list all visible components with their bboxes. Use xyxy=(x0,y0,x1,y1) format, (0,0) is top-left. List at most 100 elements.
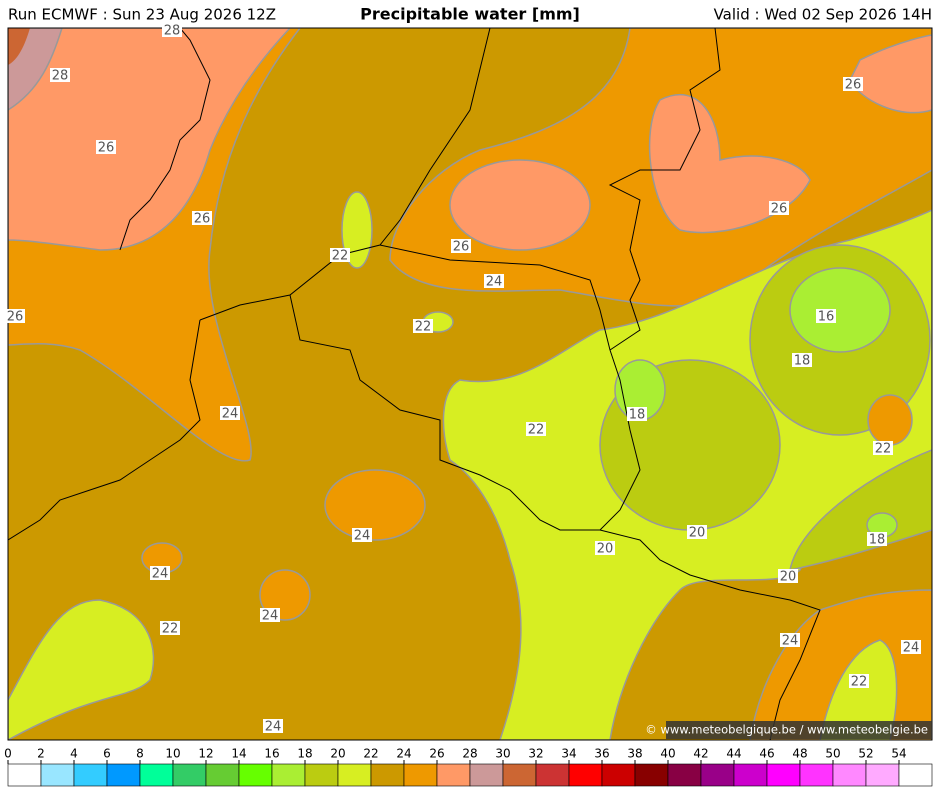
coastline xyxy=(119,28,211,251)
contour-label: 28 xyxy=(164,24,181,39)
colorbar-segment xyxy=(7,763,42,787)
colorbar-tick-label: 20 xyxy=(330,747,345,761)
colorbar-segment xyxy=(832,763,867,787)
colorbar-segment xyxy=(172,763,207,787)
contour-label-bg xyxy=(50,68,70,82)
coastline xyxy=(8,319,201,541)
contour-label-bg xyxy=(792,353,812,367)
contour-label: 24 xyxy=(222,407,239,422)
contour-label: 24 xyxy=(486,275,503,290)
contour-label: 22 xyxy=(875,442,892,457)
contour-label: 18 xyxy=(794,354,811,369)
contour-label: 22 xyxy=(415,320,432,335)
contour-label: 22 xyxy=(332,249,349,264)
colorbar-segment xyxy=(568,763,603,787)
colorbar-segment xyxy=(799,763,834,787)
colorbar-tick-label: 44 xyxy=(726,747,741,761)
country-border xyxy=(289,244,641,531)
colorbar-segment xyxy=(40,763,75,787)
contour-label-bg xyxy=(192,211,212,225)
contour-label-bg xyxy=(150,566,170,580)
contour-label: 20 xyxy=(689,526,706,541)
contour-label-bg xyxy=(5,309,25,323)
contour-label: 26 xyxy=(771,202,788,217)
colorbar-segment xyxy=(865,763,900,787)
contour-label-bg xyxy=(901,640,921,654)
colorbar: 0 2 4 6 8 10 12 14 16 18 20 22 24 26 28 30 32 34 36 38 40 42 4… xyxy=(4,747,933,787)
colorbar-segment xyxy=(898,763,933,787)
contour-label: 24 xyxy=(354,529,371,544)
colorbar-segment xyxy=(700,763,735,787)
colorbar-segment xyxy=(238,763,273,787)
credit: © www.meteobelgique.be / www.meteobelgie… xyxy=(645,723,928,737)
colorbar-tick-label: 10 xyxy=(165,747,180,761)
contour-label-bg xyxy=(867,532,887,546)
field-20 xyxy=(819,639,898,740)
contour-label: 26 xyxy=(845,78,862,93)
contour-label-bg xyxy=(263,719,283,733)
contour-label-bg xyxy=(160,621,180,635)
colorbar-tick-label: 2 xyxy=(37,747,45,761)
contour-label-bg xyxy=(687,525,707,539)
colorbar-segment xyxy=(766,763,801,787)
colorbar-tick-label: 14 xyxy=(231,747,246,761)
colorbar-segment xyxy=(304,763,339,787)
field-30 xyxy=(8,28,30,65)
contour-label: 26 xyxy=(453,240,470,255)
colorbar-segment xyxy=(601,763,636,787)
colorbar-segment xyxy=(436,763,471,787)
contour-label-bg xyxy=(627,407,647,421)
contour-label: 22 xyxy=(528,423,545,438)
contour-label-bg xyxy=(484,274,504,288)
contour-label-bg xyxy=(451,239,471,253)
colorbar-segment xyxy=(337,763,372,787)
contour-label: 24 xyxy=(903,641,920,656)
colorbar-tick-label: 26 xyxy=(429,747,444,761)
colorbar-segment xyxy=(535,763,570,787)
contour-label-bg xyxy=(778,569,798,583)
field-24 xyxy=(259,569,311,621)
colorbar-tick-label: 18 xyxy=(297,747,312,761)
contour-label: 26 xyxy=(194,212,211,227)
colorbar-tick-label: 38 xyxy=(627,747,642,761)
contour-label: 24 xyxy=(152,567,169,582)
colorbar-tick-label: 30 xyxy=(495,747,510,761)
field-24 xyxy=(324,469,426,541)
colorbar-tick-label: 52 xyxy=(858,747,873,761)
contour-label-bg xyxy=(843,77,863,91)
colorbar-tick-label: 32 xyxy=(528,747,543,761)
contour-label-bg xyxy=(330,248,350,262)
colorbar-segment xyxy=(271,763,306,787)
contour-label-bg xyxy=(873,441,893,455)
contour-label-bg xyxy=(595,541,615,555)
colorbar-tick-label: 16 xyxy=(264,747,279,761)
credit-box xyxy=(666,721,932,739)
contour-label: 24 xyxy=(265,720,282,735)
colorbar-segment xyxy=(205,763,240,787)
colorbar-tick-label: 48 xyxy=(792,747,807,761)
colorbar-tick-label: 42 xyxy=(693,747,708,761)
colorbar-tick-label: 40 xyxy=(660,747,675,761)
field-26 xyxy=(8,28,292,251)
contour-label: 16 xyxy=(818,310,835,325)
contour-label: 18 xyxy=(629,408,646,423)
field-20 xyxy=(8,599,155,740)
colorbar-tick-label: 8 xyxy=(136,747,144,761)
contour-label: 24 xyxy=(262,609,279,624)
colorbar-tick-label: 4 xyxy=(70,747,78,761)
contour-label: 24 xyxy=(782,634,799,649)
colorbar-tick-label: 36 xyxy=(594,747,609,761)
colorbar-segment xyxy=(502,763,537,787)
colorbar-segment xyxy=(73,763,108,787)
colorbar-tick-label: 6 xyxy=(103,747,111,761)
field-26 xyxy=(449,159,591,251)
contour-label: 26 xyxy=(98,141,115,156)
contour-label-bg xyxy=(162,23,182,37)
colorbar-tick-label: 24 xyxy=(396,747,411,761)
contour-label-bg xyxy=(780,633,800,647)
map-frame xyxy=(7,27,933,741)
contour-label-bg xyxy=(816,309,836,323)
contour-label-bg xyxy=(352,528,372,542)
contour-label: 22 xyxy=(851,675,868,690)
